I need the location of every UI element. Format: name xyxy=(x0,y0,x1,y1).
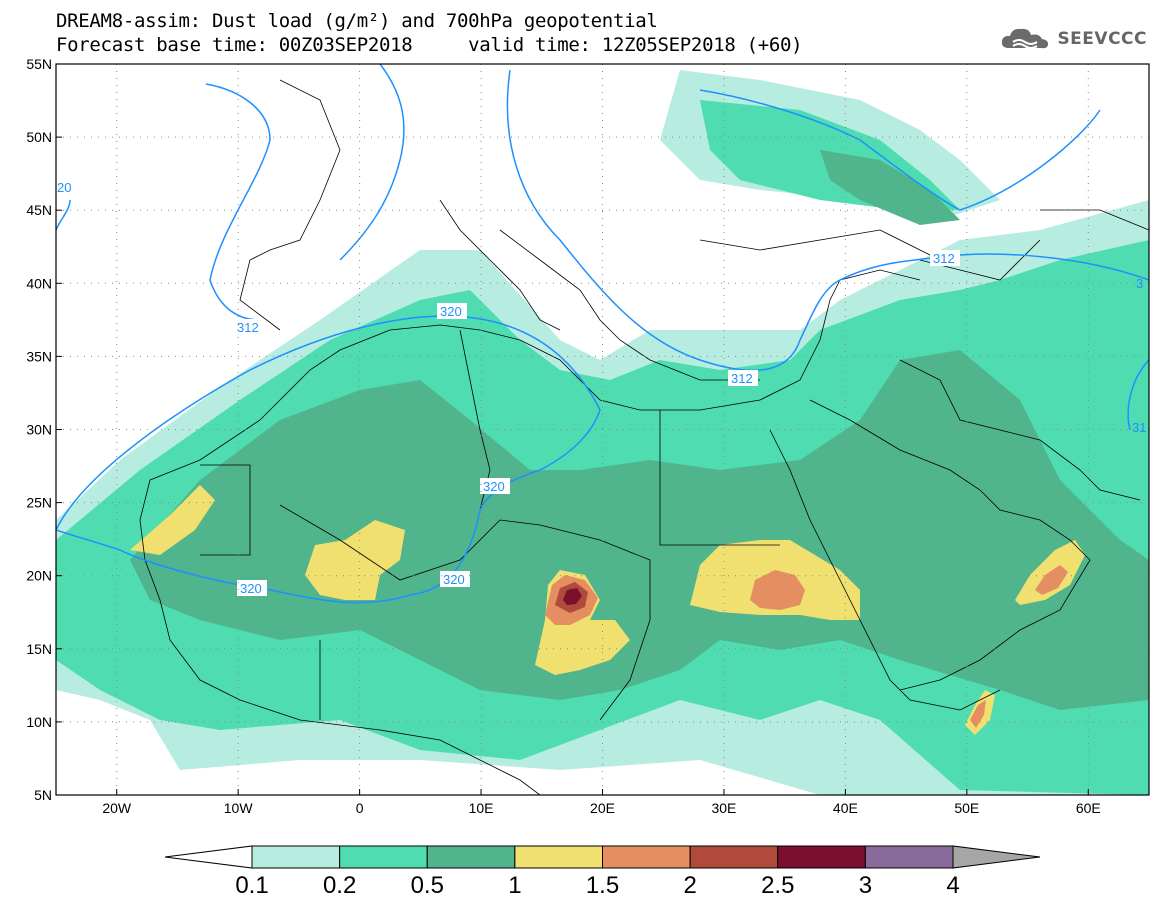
base-time-label: Forecast base time: 00Z03SEP2018 xyxy=(56,34,413,56)
contour-312-east xyxy=(506,69,1149,372)
cloud-icon xyxy=(1002,28,1049,49)
contour-label-20: 20 xyxy=(57,180,71,195)
colorbar-swatch xyxy=(426,845,516,869)
contour-label-312-c: 312 xyxy=(933,251,955,266)
contour-label-320-d: 320 xyxy=(443,572,465,587)
lon-tick-label: 30E xyxy=(711,800,736,816)
latitude-labels: 55N 50N 45N 40N 35N 30N 25N 20N 15N 10N 5N xyxy=(26,56,62,803)
lat-tick-label: 30N xyxy=(26,422,52,438)
lat-tick-label: 50N xyxy=(26,129,52,145)
lon-tick-label: 60E xyxy=(1076,800,1101,816)
colorbar-level-label: 2 xyxy=(683,872,696,899)
colorbar-level-label: 3 xyxy=(859,872,872,899)
contour-east-edge xyxy=(1127,359,1149,431)
chart-title: DREAM8-assim: Dust load (g/m²) and 700hP… xyxy=(56,10,658,32)
contour-label-312-b: 312 xyxy=(731,371,753,386)
colorbar-swatch xyxy=(689,845,779,869)
dust-level-0.5 xyxy=(130,350,1149,710)
colorbar-arrow-low xyxy=(164,845,253,869)
colorbar: 0.1 0.2 0.5 1 1.5 2 2.5 3 4 xyxy=(164,845,1041,899)
colorbar-level-label: 1 xyxy=(508,872,521,899)
dust-level-1-sahara-west xyxy=(130,485,215,555)
colorbar-arrow-high xyxy=(952,845,1041,869)
colorbar-swatch xyxy=(339,845,428,869)
dust-level-1.5-somalia xyxy=(970,700,986,728)
valid-time-label: valid time: 12Z05SEP2018 (+60) xyxy=(468,34,803,56)
dust-level-0.5-caucasus xyxy=(820,150,960,225)
dust-level-2.5-chad xyxy=(563,588,582,605)
colorbar-level-label: 4 xyxy=(946,872,959,899)
dust-level-1-algeria xyxy=(305,520,405,600)
coastlines xyxy=(139,79,1149,795)
lon-tick-label: 40E xyxy=(833,800,858,816)
lat-tick-label: 20N xyxy=(26,568,52,584)
dust-level-1.5-sudan xyxy=(750,570,805,610)
geopotential-contours xyxy=(56,64,1149,604)
contour-north-east xyxy=(959,109,1101,211)
lon-tick-label: 20E xyxy=(590,800,615,816)
contour-label-312-a: 312 xyxy=(237,320,259,335)
lat-tick-label: 10N xyxy=(26,714,52,730)
lat-lon-grid xyxy=(56,64,1149,795)
contour-label-31: 31 xyxy=(1132,420,1146,435)
lon-tick-label: 10E xyxy=(469,800,494,816)
lon-tick-label: 0 xyxy=(356,800,364,816)
colorbar-swatch xyxy=(864,845,954,869)
lat-tick-label: 45N xyxy=(26,202,52,218)
contour-label-320-c: 320 xyxy=(240,581,262,596)
lat-tick-label: 25N xyxy=(26,495,52,511)
colorbar-level-label: 0.5 xyxy=(411,872,444,899)
lat-tick-label: 55N xyxy=(26,56,52,72)
colorbar-level-label: 0.2 xyxy=(323,872,356,899)
lat-tick-label: 35N xyxy=(26,348,52,364)
contour-312-west xyxy=(205,83,271,321)
colorbar-level-label: 0.1 xyxy=(235,872,268,899)
lat-tick-label: 15N xyxy=(26,641,52,657)
colorbar-swatch xyxy=(602,845,691,869)
contour-label-3: 3 xyxy=(1136,276,1143,291)
colorbar-swatch xyxy=(514,845,603,869)
contour-320-nw xyxy=(56,199,71,231)
longitude-labels: 20W 10W 0 10E 20E 30E 40E 50E 60E xyxy=(102,789,1101,816)
logo-text: SEEVCCC xyxy=(1057,29,1147,49)
dust-level-1.5-oman xyxy=(1035,565,1068,595)
colorbar-swatch xyxy=(251,845,341,869)
contour-labels: 320 320 320 320 312 312 312 20 3 31 xyxy=(57,180,1146,596)
lat-tick-label: 40N xyxy=(26,275,52,291)
lon-tick-label: 10W xyxy=(224,800,254,816)
contour-label-320-b: 320 xyxy=(483,479,505,494)
lat-tick-label: 5N xyxy=(34,787,52,803)
lon-tick-label: 50E xyxy=(954,800,979,816)
colorbar-level-label: 2.5 xyxy=(761,872,794,899)
seevccc-logo: SEEVCCC xyxy=(999,26,1147,52)
contour-312-north xyxy=(699,89,961,211)
colorbar-swatch xyxy=(777,845,866,869)
chart-subtitle: Forecast base time: 00Z03SEP2018 valid t… xyxy=(56,34,803,56)
colorbar-level-label: 1.5 xyxy=(586,872,619,899)
contour-label-320-a: 320 xyxy=(440,304,462,319)
lon-tick-label: 20W xyxy=(102,800,132,816)
